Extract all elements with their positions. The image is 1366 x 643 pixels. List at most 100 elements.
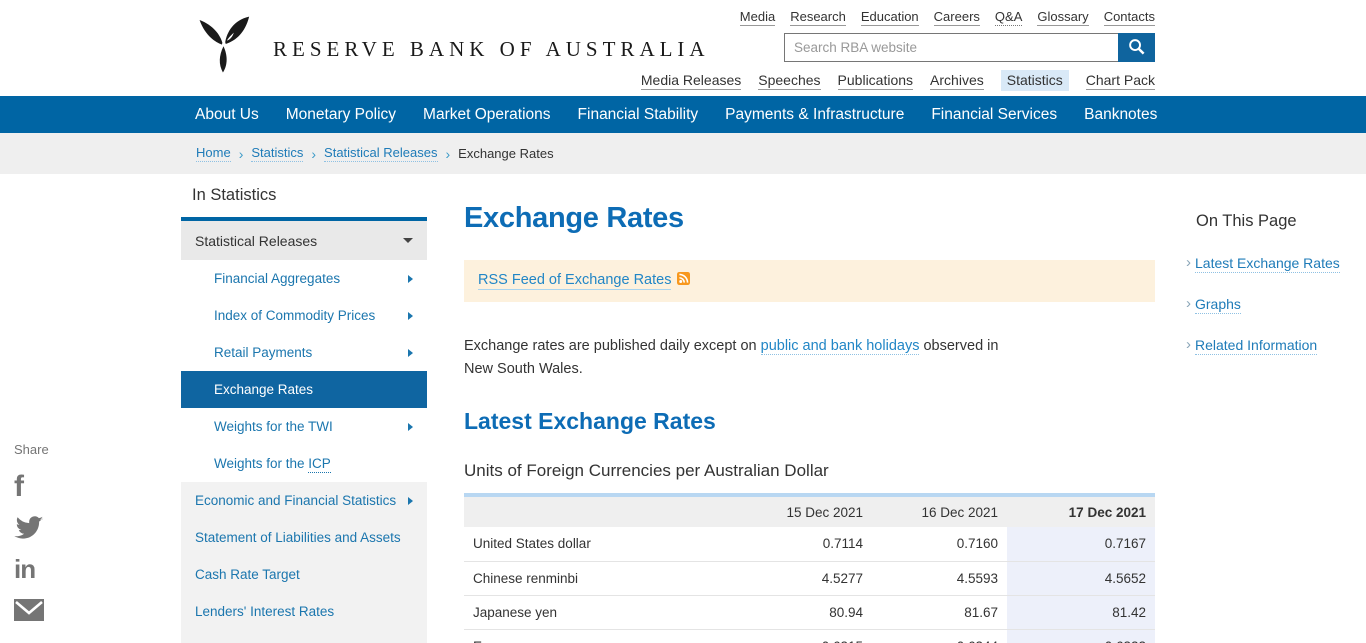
rba-logo[interactable]: RESERVE BANK OF AUSTRALIA	[195, 13, 710, 80]
secondary-link-statistics[interactable]: Statistics	[1000, 70, 1069, 91]
search-input[interactable]	[784, 33, 1118, 62]
secondary-link-chart-pack[interactable]: Chart Pack	[1085, 71, 1155, 90]
table-row: European euro 0.6315 0.6344 0.6322	[464, 628, 1155, 643]
caret-down-icon	[403, 238, 413, 243]
email-icon[interactable]	[14, 594, 60, 626]
sidebar-item-weights-for-the-twi[interactable]: Weights for the TWI	[181, 408, 427, 445]
on-this-page-heading: On This Page	[1196, 212, 1297, 230]
sidebar-item-index-of-commodity-prices[interactable]: Index of Commodity Prices	[181, 297, 427, 334]
sidebar-item-cash-rate-target[interactable]: Cash Rate Target	[181, 556, 427, 593]
utility-link-media[interactable]: Media	[739, 9, 776, 26]
otp-link-graphs[interactable]: Graphs	[1195, 296, 1241, 314]
utility-link-careers[interactable]: Careers	[933, 9, 980, 26]
sidebar-section-statistical-releases[interactable]: Statistical Releases	[181, 221, 427, 260]
rba-emblem-icon	[195, 13, 252, 80]
table-row: Japanese yen 80.94 81.67 81.42	[464, 594, 1155, 629]
sidebar-item-exchange-rates[interactable]: Exchange Rates	[181, 371, 427, 408]
rate-value: 80.94	[737, 594, 872, 629]
main-content: Exchange Rates RSS Feed of Exchange Rate…	[464, 202, 1155, 643]
on-this-page-item: › Graphs	[1186, 296, 1356, 314]
share-label: Share	[14, 442, 49, 457]
chevron-right-icon: ›	[1186, 295, 1191, 312]
rate-value: 81.67	[872, 594, 1007, 629]
utility-link-glossary[interactable]: Glossary	[1037, 9, 1089, 26]
twitter-icon[interactable]	[14, 512, 60, 544]
utility-link-education[interactable]: Education	[860, 9, 919, 26]
rss-feed-box: RSS Feed of Exchange Rates	[464, 260, 1155, 302]
utility-link-research[interactable]: Research	[790, 9, 846, 26]
table-header-row: 15 Dec 2021 16 Dec 2021 17 Dec 2021	[464, 495, 1155, 527]
rate-value: 0.6315	[737, 628, 872, 643]
triangle-right-icon	[408, 311, 413, 320]
table-row: Chinese renminbi 4.5277 4.5593 4.5652	[464, 560, 1155, 595]
currency-label: United States dollar	[473, 536, 591, 552]
nav-banknotes[interactable]: Banknotes	[1084, 105, 1158, 123]
sidebar-top-items: Economic and Financial Statistics Statem…	[181, 482, 427, 643]
sidebar-nav: Statistical Releases Financial Aggregate…	[181, 217, 427, 643]
rate-value-latest: 81.42	[1007, 594, 1155, 629]
currency-label: European euro	[464, 628, 737, 643]
nav-about-us[interactable]: About Us	[195, 105, 259, 123]
statistics-sidebar: In Statistics Statistical Releases Finan…	[181, 186, 427, 643]
search-button[interactable]	[1118, 33, 1155, 62]
logo-wordmark: RESERVE BANK OF AUSTRALIA	[273, 37, 710, 61]
rate-value-latest: 4.5652	[1007, 560, 1155, 595]
sidebar-item-economic-and-financial-statistics[interactable]: Economic and Financial Statistics	[181, 482, 427, 519]
rate-value: 0.6344	[872, 628, 1007, 643]
primary-nav: About Us Monetary Policy Market Operatio…	[0, 96, 1366, 133]
column-header-currency	[464, 495, 737, 527]
on-this-page-item: › Latest Exchange Rates	[1186, 255, 1356, 273]
currency-label: Japanese yen	[464, 594, 737, 629]
breadcrumb: Home › Statistics › Statistical Releases…	[0, 133, 1366, 174]
sidebar-item-statement-of-liabilities-and-assets[interactable]: Statement of Liabilities and Assets	[181, 519, 427, 556]
sidebar-item-financial-aggregates[interactable]: Financial Aggregates	[181, 260, 427, 297]
page-title: Exchange Rates	[464, 202, 684, 234]
page-body: Share f in In Statistics Statistical Rel…	[0, 174, 1366, 643]
utility-link-contacts[interactable]: Contacts	[1103, 9, 1155, 26]
sidebar-heading: In Statistics	[192, 186, 277, 204]
nav-monetary-policy[interactable]: Monetary Policy	[285, 105, 397, 123]
sidebar-item-weights-for-the-icp[interactable]: Weights for the ICP	[214, 456, 331, 473]
rate-value-latest: 0.7167	[1007, 527, 1155, 561]
intro-paragraph: Exchange rates are published daily excep…	[464, 338, 999, 377]
nav-financial-stability[interactable]: Financial Stability	[577, 105, 699, 123]
otp-link-latest-exchange-rates[interactable]: Latest Exchange Rates	[1195, 255, 1340, 273]
rss-feed-link[interactable]: RSS Feed of Exchange Rates	[478, 272, 672, 290]
chevron-right-icon: ›	[1186, 336, 1191, 353]
site-header: RESERVE BANK OF AUSTRALIA Media Research…	[0, 0, 1366, 96]
utility-link-qa[interactable]: Q&A	[994, 9, 1023, 26]
public-bank-holidays-link[interactable]: public and bank holidays	[760, 338, 920, 355]
sidebar-subitems: Financial Aggregates Index of Commodity …	[181, 260, 427, 482]
breadcrumb-home[interactable]: Home	[196, 145, 231, 162]
otp-link-related-information[interactable]: Related Information	[1195, 337, 1318, 355]
breadcrumb-separator: ›	[311, 145, 317, 162]
table-title: Units of Foreign Currencies per Australi…	[464, 461, 829, 480]
search-icon	[1127, 37, 1146, 59]
secondary-link-media-releases[interactable]: Media Releases	[640, 71, 742, 90]
section-title-latest-exchange-rates: Latest Exchange Rates	[464, 408, 716, 434]
triangle-right-icon	[408, 348, 413, 357]
breadcrumb-statistical-releases[interactable]: Statistical Releases	[324, 145, 438, 162]
linkedin-icon[interactable]: in	[14, 553, 36, 584]
breadcrumb-statistics[interactable]: Statistics	[251, 145, 304, 162]
sidebar-item-lenders-interest-rates[interactable]: Lenders' Interest Rates	[181, 593, 427, 630]
rate-value: 4.5277	[737, 560, 872, 595]
secondary-link-archives[interactable]: Archives	[930, 71, 984, 90]
nav-payments-infrastructure[interactable]: Payments & Infrastructure	[725, 105, 905, 123]
nav-financial-services[interactable]: Financial Services	[931, 105, 1058, 123]
sidebar-item-chart-pack[interactable]: Chart Pack	[181, 630, 427, 643]
rate-value: 4.5593	[872, 560, 1007, 595]
rate-value: 0.7160	[956, 536, 998, 552]
triangle-right-icon	[408, 422, 413, 431]
rss-icon	[677, 272, 691, 290]
secondary-link-speeches[interactable]: Speeches	[758, 71, 821, 90]
sidebar-item-retail-payments[interactable]: Retail Payments	[181, 334, 427, 371]
facebook-icon[interactable]: f	[14, 470, 24, 503]
nav-market-operations[interactable]: Market Operations	[423, 105, 551, 123]
breadcrumb-separator: ›	[238, 145, 244, 162]
column-header-date-1: 15 Dec 2021	[737, 495, 872, 527]
rate-value: 0.7114	[822, 536, 863, 552]
secondary-link-publications[interactable]: Publications	[837, 71, 914, 90]
search-bar	[784, 33, 1155, 62]
column-header-date-2: 16 Dec 2021	[872, 495, 1007, 527]
